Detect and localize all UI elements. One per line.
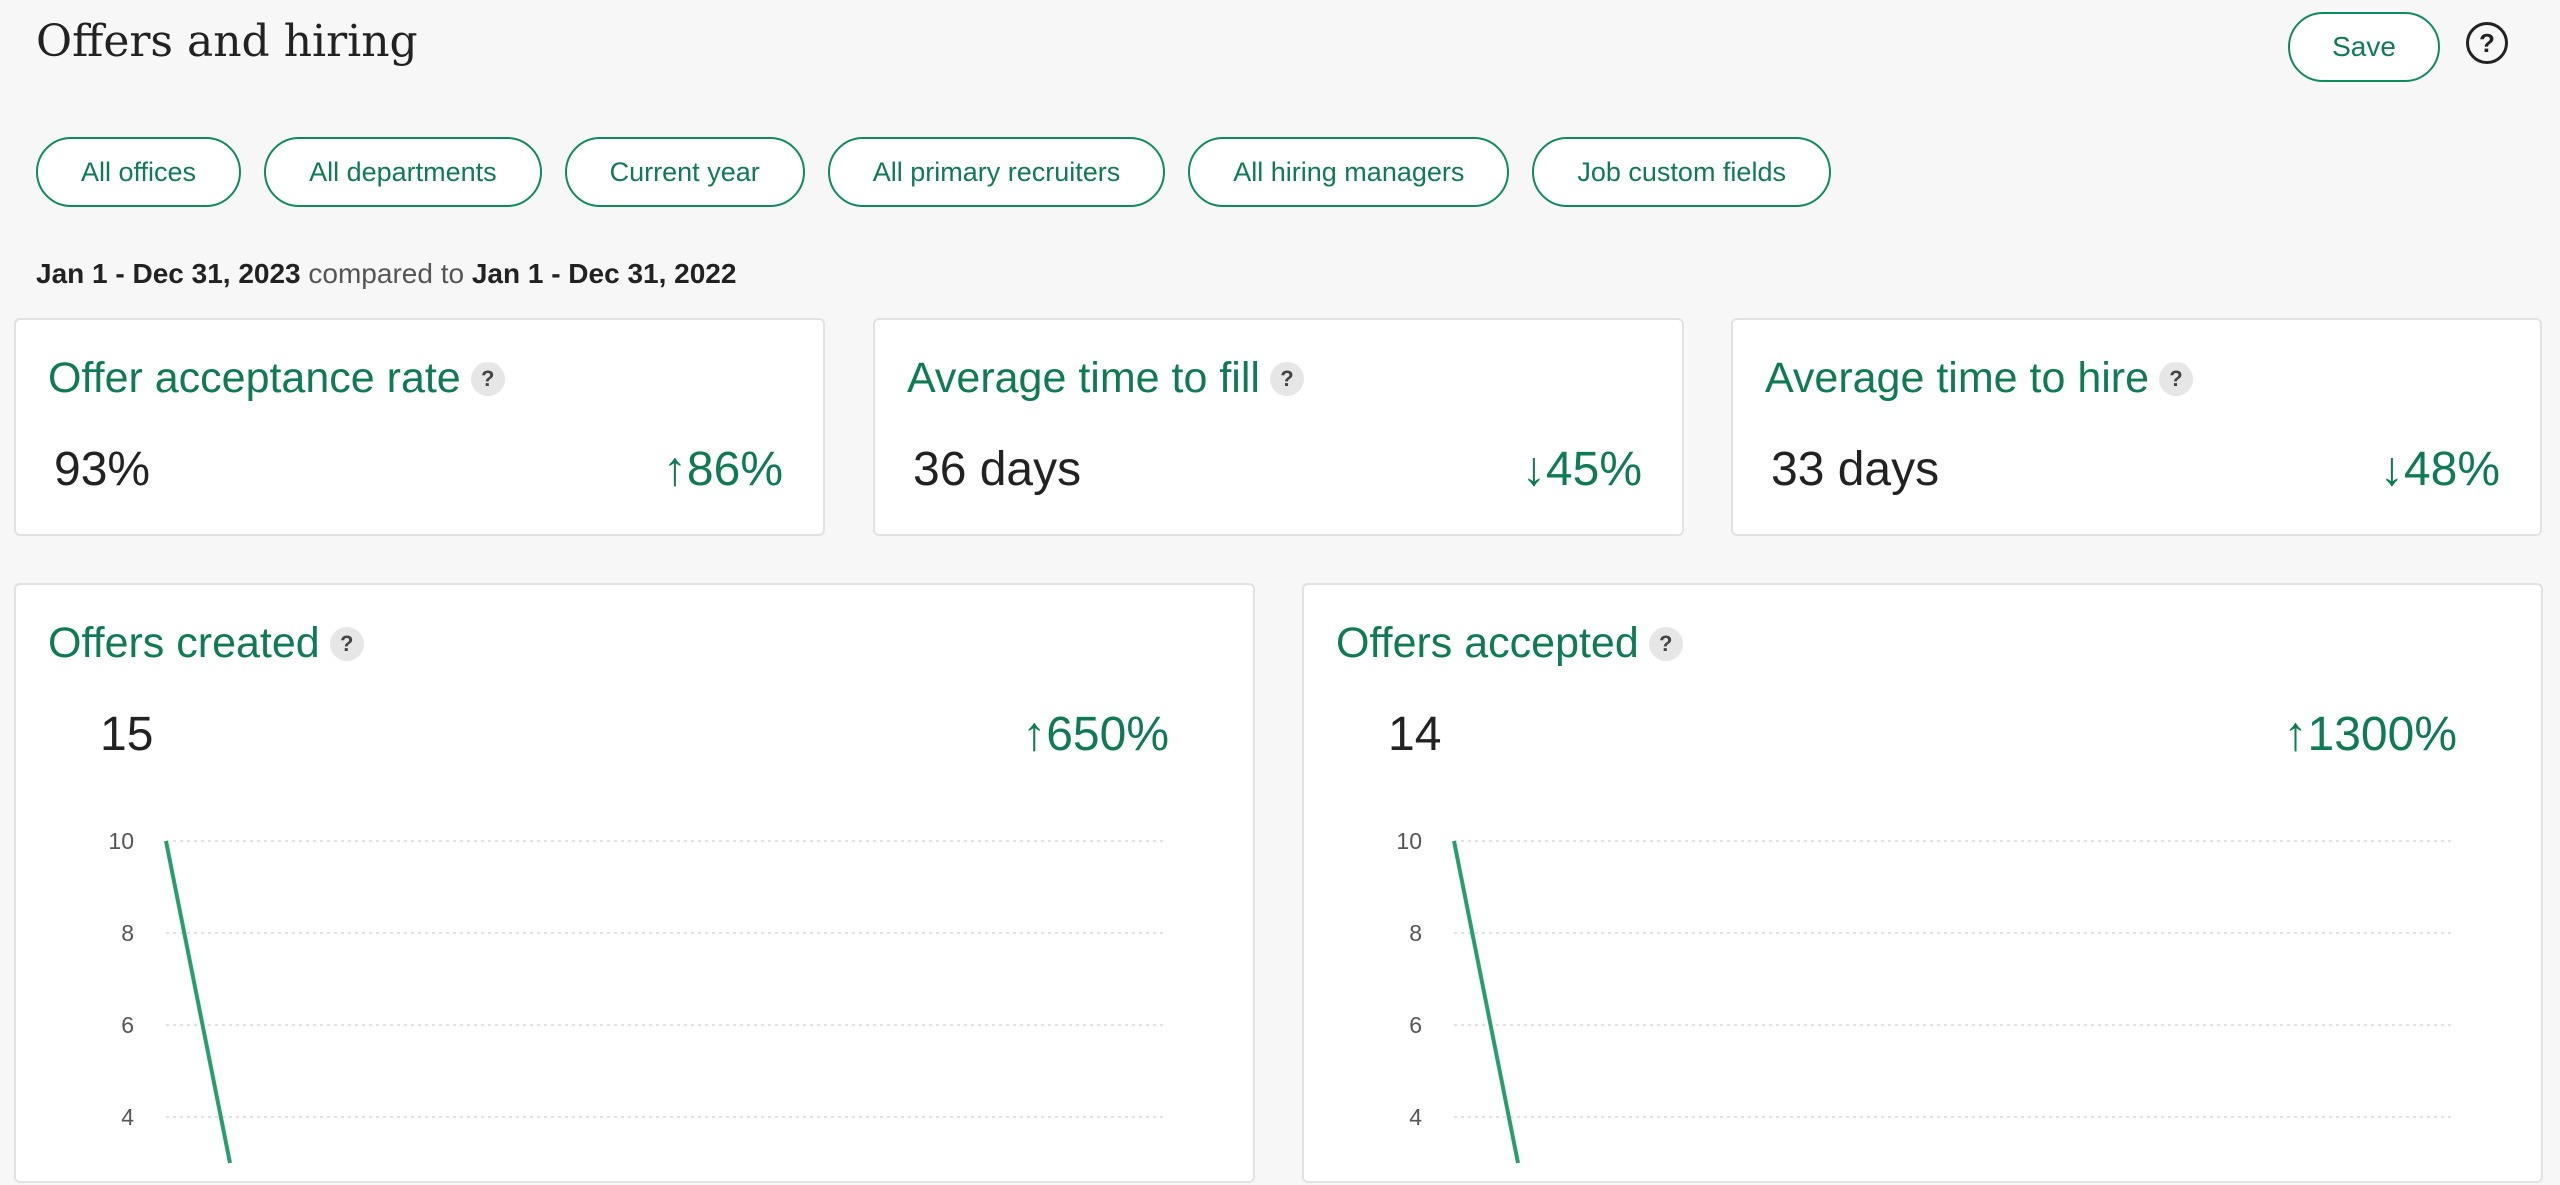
metric-title: Average time to fill ? [907, 354, 1304, 403]
chart-title: Offers created ? [48, 619, 364, 668]
chart-change-value: 1300% [2307, 708, 2457, 761]
chart-title-text: Offers accepted [1336, 619, 1639, 667]
info-icon[interactable]: ? [2159, 361, 2194, 396]
arrow-up-icon: ↑ [1022, 708, 1047, 761]
metric-title: Average time to hire ? [1765, 354, 2194, 403]
y-tick-label: 8 [121, 920, 134, 946]
metric-change-value: 45% [1545, 443, 1642, 496]
metric-card-time-to-hire: Average time to hire ? 33 days ↓48% [1731, 318, 2542, 536]
metric-title-text: Offer acceptance rate [48, 354, 461, 402]
metric-title: Offer acceptance rate ? [48, 354, 505, 403]
info-icon[interactable]: ? [329, 626, 364, 661]
arrow-down-icon: ↓ [2379, 443, 2404, 496]
chart-title: Offers accepted ? [1336, 619, 1683, 668]
filter-recruiters-button[interactable]: All primary recruiters [827, 137, 1166, 207]
chart-change: ↑650% [1022, 707, 1169, 762]
metric-value: 33 days [1771, 443, 1940, 496]
date-range-summary: Jan 1 - Dec 31, 2023 compared to Jan 1 -… [36, 258, 736, 290]
y-tick-label: 6 [121, 1012, 134, 1038]
filter-hiring-managers-button[interactable]: All hiring managers [1188, 137, 1510, 207]
previous-date-range: Jan 1 - Dec 31, 2022 [471, 258, 737, 289]
y-tick-label: 10 [1396, 828, 1422, 854]
line-chart: 4 6 8 10 [1396, 828, 2454, 1164]
filter-offices-button[interactable]: All offices [36, 137, 242, 207]
y-tick-label: 6 [1409, 1012, 1422, 1038]
metric-change: ↑86% [663, 442, 783, 497]
metric-change: ↓48% [2380, 442, 2500, 497]
arrow-up-icon: ↑ [2283, 708, 2308, 761]
y-tick-label: 4 [1409, 1104, 1422, 1130]
series-line [164, 840, 232, 1164]
metric-change-value: 48% [2403, 443, 2500, 496]
chart-card-offers-accepted: Offers accepted ? 14 ↑1300% 4 6 8 10 [1302, 583, 2543, 1183]
filter-departments-button[interactable]: All departments [264, 137, 542, 207]
metric-card-offer-acceptance: Offer acceptance rate ? 93% ↑86% [14, 318, 825, 536]
help-icon[interactable]: ? [2466, 22, 2508, 64]
filter-bar: All offices All departments Current year… [36, 137, 1831, 207]
info-icon[interactable]: ? [470, 361, 505, 396]
y-tick-label: 8 [1409, 920, 1422, 946]
arrow-down-icon: ↓ [1521, 443, 1546, 496]
line-chart: 4 6 8 10 [108, 828, 1166, 1164]
metric-change: ↓45% [1522, 442, 1642, 497]
compared-to-text: compared to [308, 258, 465, 289]
chart-total-value: 14 [1388, 708, 1442, 761]
chart-title-text: Offers created [48, 619, 320, 667]
metric-change-value: 86% [686, 443, 783, 496]
metric-title-text: Average time to hire [1765, 354, 2150, 402]
metric-card-time-to-fill: Average time to fill ? 36 days ↓45% [873, 318, 1684, 536]
metric-title-text: Average time to fill [907, 354, 1260, 402]
chart-card-offers-created: Offers created ? 15 ↑650% 4 6 8 10 [14, 583, 1255, 1183]
filter-date-range-button[interactable]: Current year [564, 137, 805, 207]
current-date-range: Jan 1 - Dec 31, 2023 [36, 258, 301, 289]
y-tick-label: 4 [121, 1104, 134, 1130]
chart-change: ↑1300% [2284, 707, 2457, 762]
info-icon[interactable]: ? [1648, 626, 1683, 661]
arrow-up-icon: ↑ [662, 443, 687, 496]
series-line [1452, 840, 1520, 1164]
page-title: Offers and hiring [36, 16, 418, 67]
metric-value: 36 days [913, 443, 1082, 496]
metric-value: 93% [54, 443, 151, 496]
info-icon[interactable]: ? [1269, 361, 1304, 396]
save-button[interactable]: Save [2288, 12, 2440, 82]
filter-custom-fields-button[interactable]: Job custom fields [1532, 137, 1831, 207]
y-tick-label: 10 [108, 828, 134, 854]
chart-total-value: 15 [100, 708, 154, 761]
chart-change-value: 650% [1046, 708, 1169, 761]
